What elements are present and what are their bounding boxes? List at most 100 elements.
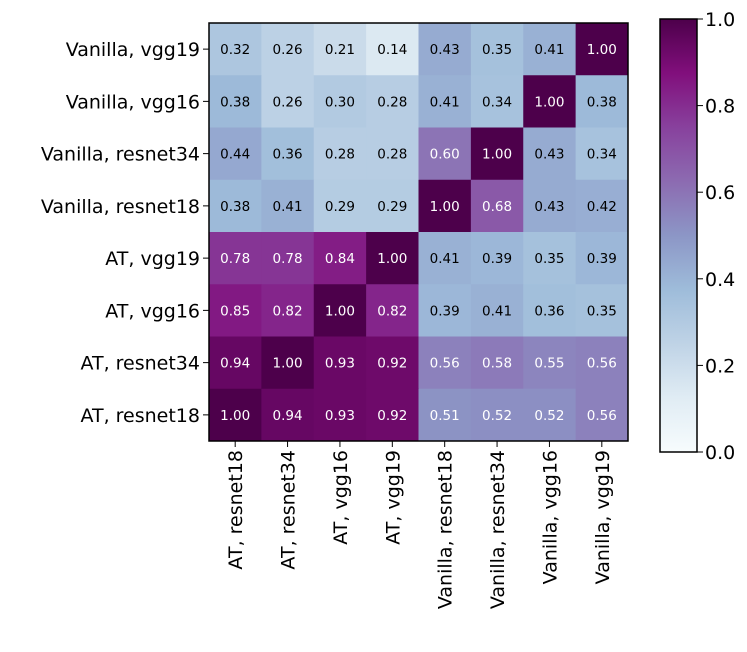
- cell-value-label: 0.30: [325, 94, 355, 110]
- heatmap-cell: [261, 284, 315, 337]
- colorbar-gradient: [659, 18, 698, 453]
- colorbar-ticks: 0.0 0.2 0.4 0.6 0.8 1.0: [697, 9, 735, 464]
- heatmap-cell: [575, 232, 629, 285]
- heatmap-cell: [313, 127, 367, 181]
- cell-value-label: 0.35: [534, 251, 564, 267]
- heatmap-cell: [261, 336, 315, 390]
- cell-value-label: 1.00: [430, 199, 460, 215]
- heatmap-cell: [418, 127, 472, 181]
- heatmap-cell: [575, 388, 629, 442]
- cell-value-label: 0.44: [220, 147, 250, 163]
- cell-value-label: 0.41: [534, 42, 564, 58]
- cell-value-label: 0.39: [430, 303, 460, 319]
- cell-value-label: 0.93: [325, 356, 355, 372]
- column-label: AT, resnet34: [278, 450, 300, 570]
- heatmap-cells: 0.32 0.26 0.21 0.14 0.43 0.35 0.41 1.00 0.38 0.26…: [209, 23, 629, 442]
- heatmap-cell: [575, 179, 629, 233]
- heatmap-cell: [418, 232, 472, 285]
- heatmap-cell: [209, 179, 262, 233]
- heatmap-cell: [261, 179, 315, 233]
- heatmap-cell: [261, 388, 315, 442]
- cell-value-label: 0.43: [534, 147, 564, 163]
- heatmap-cell: [313, 336, 367, 390]
- heatmap-cell: [523, 284, 577, 337]
- cell-value-label: 0.82: [377, 303, 407, 319]
- cell-value-label: 0.39: [482, 251, 512, 267]
- column-label: Vanilla, vgg19: [592, 450, 614, 584]
- cell-value-label: 0.56: [430, 356, 460, 372]
- heatmap-cell: [261, 75, 315, 128]
- heatmap-cell: [209, 75, 262, 128]
- colorbar-tick-label: 0.6: [705, 182, 735, 204]
- cell-value-label: 0.28: [325, 147, 355, 163]
- heatmap-cell: [470, 336, 524, 390]
- cell-value-label: 1.00: [273, 356, 303, 372]
- cell-value-label: 0.14: [377, 42, 407, 58]
- cell-value-label: 0.60: [430, 147, 460, 163]
- heatmap-cell: [523, 388, 577, 442]
- cell-value-label: 0.35: [482, 42, 512, 58]
- heatmap-cell: [209, 336, 262, 390]
- heatmap-cell: [575, 75, 629, 128]
- cell-value-label: 0.92: [377, 356, 407, 372]
- heatmap-cell: [313, 23, 367, 76]
- heatmap-cell: [575, 23, 629, 76]
- colorbar-tick-label: 0.2: [705, 355, 735, 377]
- heatmap-cell: [575, 336, 629, 390]
- row-label: Vanilla, resnet18: [41, 196, 200, 218]
- heatmap-cell: [209, 23, 262, 76]
- cell-value-label: 1.00: [482, 147, 512, 163]
- cell-value-label: 0.29: [377, 199, 407, 215]
- cell-value-label: 1.00: [220, 408, 250, 424]
- cell-value-label: 1.00: [587, 42, 617, 58]
- cell-value-label: 0.34: [587, 147, 617, 163]
- row-label: AT, vgg19: [105, 248, 200, 270]
- row-label: Vanilla, vgg19: [66, 39, 200, 61]
- cell-value-label: 0.94: [273, 408, 303, 424]
- cell-value-label: 0.43: [430, 42, 460, 58]
- column-label: AT, vgg19: [382, 450, 404, 545]
- cell-value-label: 0.26: [273, 94, 303, 110]
- row-label: AT, vgg16: [105, 300, 200, 322]
- colorbar-tick-label: 0.4: [705, 269, 735, 291]
- heatmap-cell: [470, 75, 524, 128]
- heatmap-cell: [209, 284, 262, 337]
- heatmap-cell: [470, 23, 524, 76]
- heatmap-cell: [261, 23, 315, 76]
- heatmap-cell: [366, 179, 419, 233]
- cell-value-label: 0.93: [325, 408, 355, 424]
- cell-value-label: 0.36: [534, 303, 564, 319]
- heatmap-cell: [470, 179, 524, 233]
- heatmap-cell: [523, 232, 577, 285]
- cell-value-label: 0.78: [273, 251, 303, 267]
- colorbar-tick-label: 0.0: [705, 442, 735, 464]
- cell-value-label: 0.41: [273, 199, 303, 215]
- cell-value-label: 0.32: [220, 42, 250, 58]
- cell-value-label: 0.78: [220, 251, 250, 267]
- heatmap-cell: [470, 127, 524, 181]
- column-label: Vanilla, vgg16: [539, 450, 561, 584]
- cell-value-label: 0.84: [325, 251, 355, 267]
- heatmap-cell: [209, 127, 262, 181]
- heatmap-cell: [470, 388, 524, 442]
- cell-value-label: 0.82: [273, 303, 303, 319]
- heatmap-cell: [418, 388, 472, 442]
- cell-value-label: 0.26: [273, 42, 303, 58]
- row-label: Vanilla, resnet34: [41, 144, 200, 166]
- heatmap-cell: [313, 232, 367, 285]
- heatmap-cell: [366, 127, 419, 181]
- heatmap-cell: [523, 23, 577, 76]
- cell-value-label: 0.28: [377, 94, 407, 110]
- heatmap-cell: [366, 284, 419, 337]
- heatmap-cell: [523, 75, 577, 128]
- cell-value-label: 0.21: [325, 42, 355, 58]
- cell-value-label: 0.92: [377, 408, 407, 424]
- heatmap-cell: [209, 388, 262, 442]
- column-label: Vanilla, resnet34: [487, 450, 509, 609]
- heatmap-cell: [418, 179, 472, 233]
- column-label: Vanilla, resnet18: [435, 450, 457, 609]
- cell-value-label: 0.56: [587, 408, 617, 424]
- heatmap-cell: [313, 284, 367, 337]
- cell-value-label: 0.55: [534, 356, 564, 372]
- heatmap-cell: [418, 284, 472, 337]
